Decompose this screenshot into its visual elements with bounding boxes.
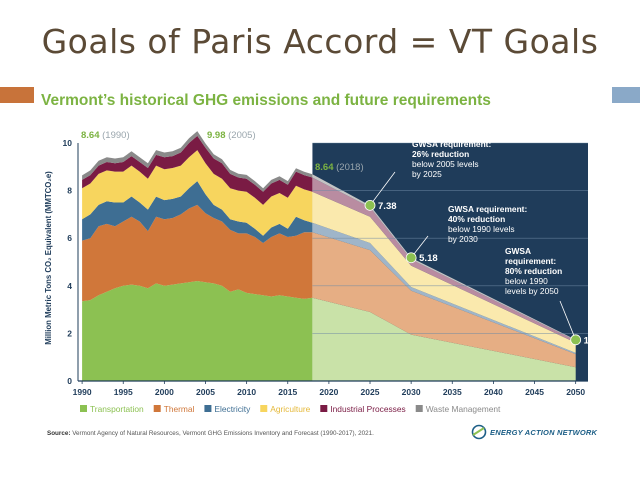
legend: Transportation Thermal Electricity Agricult… — [80, 404, 501, 414]
target-callout-line: by 2025 — [412, 169, 442, 179]
target-callout-line: by 2030 — [448, 234, 478, 244]
legend-label: Agriculture — [270, 404, 310, 414]
axes: 0 2 4 6 8 10 1990 1995 2000 2005 2010 2015 2020 2025 2… — [63, 138, 588, 397]
x-tick-label: 2020 — [319, 387, 338, 397]
x-tick-label: 2015 — [278, 387, 297, 397]
y-axis-label: Million Metric Tons CO₂ Equivalent (MMTC… — [44, 171, 53, 345]
data-labels: 8.64 (1990) 9.98 (2005) 8.64 (2018) 7.38 GWS… — [81, 130, 602, 346]
area-agriculture — [82, 150, 313, 236]
legend-swatch — [204, 405, 212, 412]
legend-label: Industrial Processes — [330, 404, 405, 414]
x-tick-label: 2045 — [525, 387, 544, 397]
x-tick-label: 2040 — [484, 387, 503, 397]
legend-label: Waste Management — [426, 404, 501, 414]
target-callout-line: 26% reduction — [412, 149, 469, 159]
area-thermal — [82, 204, 313, 302]
accent-band-right — [612, 87, 640, 103]
target-callout-line: 80% reduction — [505, 266, 562, 276]
legend-swatch — [320, 405, 328, 412]
y-tick-label: 6 — [67, 233, 72, 243]
target-marker — [364, 199, 376, 211]
y-tick-label: 4 — [67, 281, 72, 291]
y-tick-label: 8 — [67, 186, 72, 196]
target-value: 7.38 — [378, 201, 397, 212]
target-marker — [570, 334, 582, 346]
target-callout-line: GWSA requirement: — [412, 139, 491, 149]
gridlines — [312, 142, 588, 334]
slide-title: Goals of Paris Accord = VT Goals — [41, 22, 599, 61]
legend-swatch — [260, 405, 268, 412]
y-tick-label: 0 — [67, 376, 72, 386]
area-electricity — [82, 181, 313, 243]
source-text: Vermont Agency of Natural Resources, Ver… — [72, 430, 374, 437]
target-callout-line: 40% reduction — [448, 214, 505, 224]
accent-band-left — [0, 87, 34, 103]
source-label: Source: — [47, 430, 71, 437]
target-callout-line: below 1990 levels — [448, 224, 515, 234]
peak-label: 9.98 (2005) — [207, 130, 256, 141]
chart-title: Vermont’s historical GHG emissions and f… — [41, 92, 491, 109]
callout-line — [559, 300, 577, 340]
callout-line — [369, 171, 396, 206]
target-callout-line: GWSA — [505, 246, 531, 256]
logo-icon — [471, 424, 487, 440]
x-tick-label: 2030 — [402, 387, 421, 397]
x-tick-label: 2010 — [237, 387, 256, 397]
peak-label: 8.64 (1990) — [81, 130, 130, 141]
y-tick-label: 10 — [63, 138, 73, 148]
target-callout-line: requirement: — [505, 256, 556, 266]
x-tick-label: 2035 — [443, 387, 462, 397]
x-tick-label: 2050 — [566, 387, 585, 397]
x-tick-label: 2005 — [196, 387, 215, 397]
energy-action-network-logo: ENERGY ACTION NETWORK — [471, 424, 597, 440]
projection-area-industrial-processes — [312, 177, 576, 343]
source-note: Source: Vermont Agency of Natural Resour… — [47, 430, 374, 437]
logo-text: ENERGY ACTION NETWORK — [490, 427, 598, 437]
target-callout-line: levels by 2050 — [505, 286, 559, 296]
projection-area-transportation — [312, 297, 576, 381]
target-callout-line: below 1990 — [505, 276, 548, 286]
x-tick-label: 1995 — [114, 387, 133, 397]
x-tick-label: 2000 — [155, 387, 174, 397]
projection-area-electricity — [312, 222, 576, 355]
legend-swatch — [415, 405, 423, 412]
x-tick-label: 1990 — [73, 387, 92, 397]
area-transportation — [82, 281, 313, 381]
legend-swatch — [80, 405, 87, 412]
legend-label: Transportation — [90, 404, 144, 414]
target-value: 5.18 — [419, 253, 438, 264]
x-tick-label: 2025 — [361, 387, 380, 397]
legend-label: Electricity — [214, 404, 251, 414]
area-industrial-processes — [82, 135, 313, 205]
y-tick-label: 2 — [67, 328, 72, 338]
peak-label: 8.64 (2018) — [315, 162, 364, 173]
target-callout-line: below 2005 levels — [412, 159, 479, 169]
target-callout-line: GWSA requirement: — [448, 204, 527, 214]
legend-swatch — [153, 405, 161, 412]
legend-label: Thermal — [164, 404, 195, 414]
target-value: 1.73 — [584, 335, 603, 346]
projection-area-agriculture — [312, 191, 576, 353]
target-marker — [405, 252, 417, 264]
